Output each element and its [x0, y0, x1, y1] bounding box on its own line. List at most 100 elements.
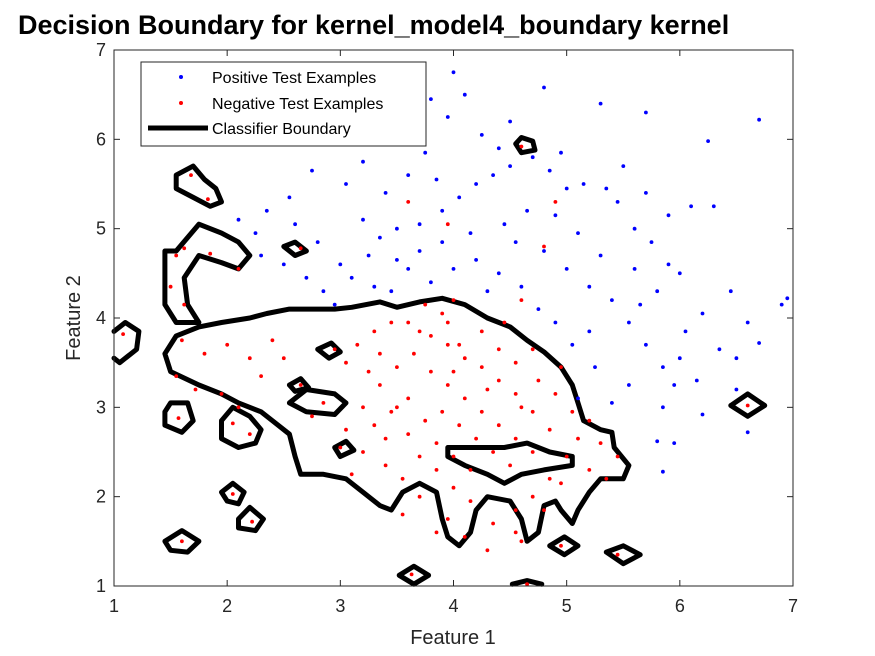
negative-point-97	[508, 463, 512, 468]
negative-point-1	[206, 197, 210, 202]
negative-point-118	[485, 387, 490, 392]
positive-point-35	[304, 275, 309, 280]
negative-point-26	[409, 572, 414, 577]
negative-point-36	[542, 244, 546, 249]
negative-point-50	[553, 392, 558, 396]
positive-point-89	[513, 240, 518, 245]
boundary-contour-16	[396, 563, 432, 587]
positive-point-60	[627, 320, 631, 325]
positive-point-42	[417, 222, 422, 227]
negative-point-10	[202, 351, 207, 356]
y-tick-label-4: 4	[96, 308, 106, 328]
negative-point-113	[559, 365, 563, 369]
positive-point-31	[236, 217, 241, 222]
negative-point-69	[361, 405, 365, 410]
positive-point-68	[570, 342, 575, 347]
positive-point-24	[406, 173, 411, 178]
negative-point-35	[553, 200, 558, 204]
positive-point-66	[576, 396, 580, 401]
negative-point-120	[576, 436, 580, 441]
boundary-layer	[111, 135, 768, 587]
negative-point-73	[429, 369, 433, 374]
positive-point-64	[627, 383, 631, 387]
positive-point-14	[734, 356, 739, 361]
negative-point-122	[559, 481, 563, 486]
positive-point-102	[621, 164, 626, 169]
boundary-contour-9	[286, 376, 312, 394]
positive-point-10	[785, 296, 790, 301]
y-tick-label-1: 1	[96, 576, 106, 596]
legend-marker-negative	[179, 101, 183, 105]
negative-point-85	[462, 356, 467, 361]
positive-point-12	[745, 320, 750, 325]
chart-title: Decision Boundary for kernel_model4_boun…	[18, 10, 730, 40]
negative-point-42	[389, 320, 394, 325]
positive-point-113	[632, 267, 637, 271]
negative-point-80	[547, 427, 552, 432]
positive-point-6	[757, 117, 761, 122]
negative-point-16	[219, 392, 224, 396]
negative-point-18	[176, 416, 181, 420]
negative-point-131	[259, 374, 263, 378]
negative-point-34	[406, 200, 411, 204]
negative-point-25	[180, 539, 184, 544]
positive-point-84	[587, 284, 592, 289]
negative-point-128	[451, 298, 456, 302]
positive-point-110	[496, 146, 501, 151]
positive-point-7	[706, 139, 710, 144]
legend: Positive Test Examples Negative Test Exa…	[140, 61, 427, 147]
boundary-contour-10	[332, 438, 357, 459]
positive-point-16	[661, 405, 665, 410]
positive-point-38	[349, 275, 354, 280]
negative-point-44	[440, 311, 445, 316]
boundary-contour-3	[162, 221, 253, 325]
positive-point-29	[287, 195, 292, 200]
positive-point-94	[338, 262, 343, 267]
negative-point-107	[445, 320, 450, 325]
negative-point-110	[355, 342, 360, 347]
boundary-contour-2	[445, 440, 575, 486]
positive-point-49	[547, 168, 552, 173]
x-axis-label: Feature 1	[410, 627, 496, 649]
negative-point-62	[451, 485, 456, 490]
positive-point-98	[508, 119, 512, 124]
positive-point-36	[321, 289, 326, 294]
negative-point-94	[457, 423, 462, 428]
negative-point-76	[479, 409, 484, 414]
negative-point-43	[417, 329, 422, 334]
negative-point-75	[462, 396, 467, 401]
positive-point-82	[542, 249, 546, 253]
positive-point-50	[564, 186, 569, 191]
negative-point-101	[417, 494, 422, 499]
positive-point-75	[429, 280, 433, 285]
negative-point-51	[570, 409, 575, 414]
negative-point-109	[372, 329, 377, 334]
negative-point-78	[513, 436, 518, 441]
negative-point-63	[434, 468, 439, 472]
positive-point-46	[491, 173, 495, 178]
positive-point-13	[757, 341, 761, 345]
positive-point-28	[310, 168, 314, 173]
negative-point-121	[604, 476, 609, 481]
negative-point-102	[400, 512, 405, 517]
positive-point-4	[598, 101, 603, 106]
negative-point-126	[321, 401, 326, 405]
negative-point-39	[338, 445, 343, 450]
positive-point-96	[293, 222, 297, 227]
positive-point-0	[451, 70, 456, 75]
positive-point-91	[417, 249, 422, 253]
positive-point-72	[496, 271, 501, 276]
negative-point-23	[230, 492, 235, 496]
y-axis-label: Feature 2	[63, 275, 85, 361]
negative-point-99	[451, 454, 456, 459]
negative-point-14	[174, 374, 179, 378]
x-tick-label-2: 2	[222, 596, 232, 616]
positive-point-47	[508, 164, 512, 169]
positive-point-67	[593, 365, 597, 369]
negative-point-89	[389, 409, 394, 414]
boundary-contour-1	[286, 387, 349, 417]
negative-point-100	[468, 468, 473, 472]
positive-point-104	[728, 289, 733, 294]
negative-point-67	[361, 450, 365, 454]
positive-point-20	[655, 439, 660, 444]
